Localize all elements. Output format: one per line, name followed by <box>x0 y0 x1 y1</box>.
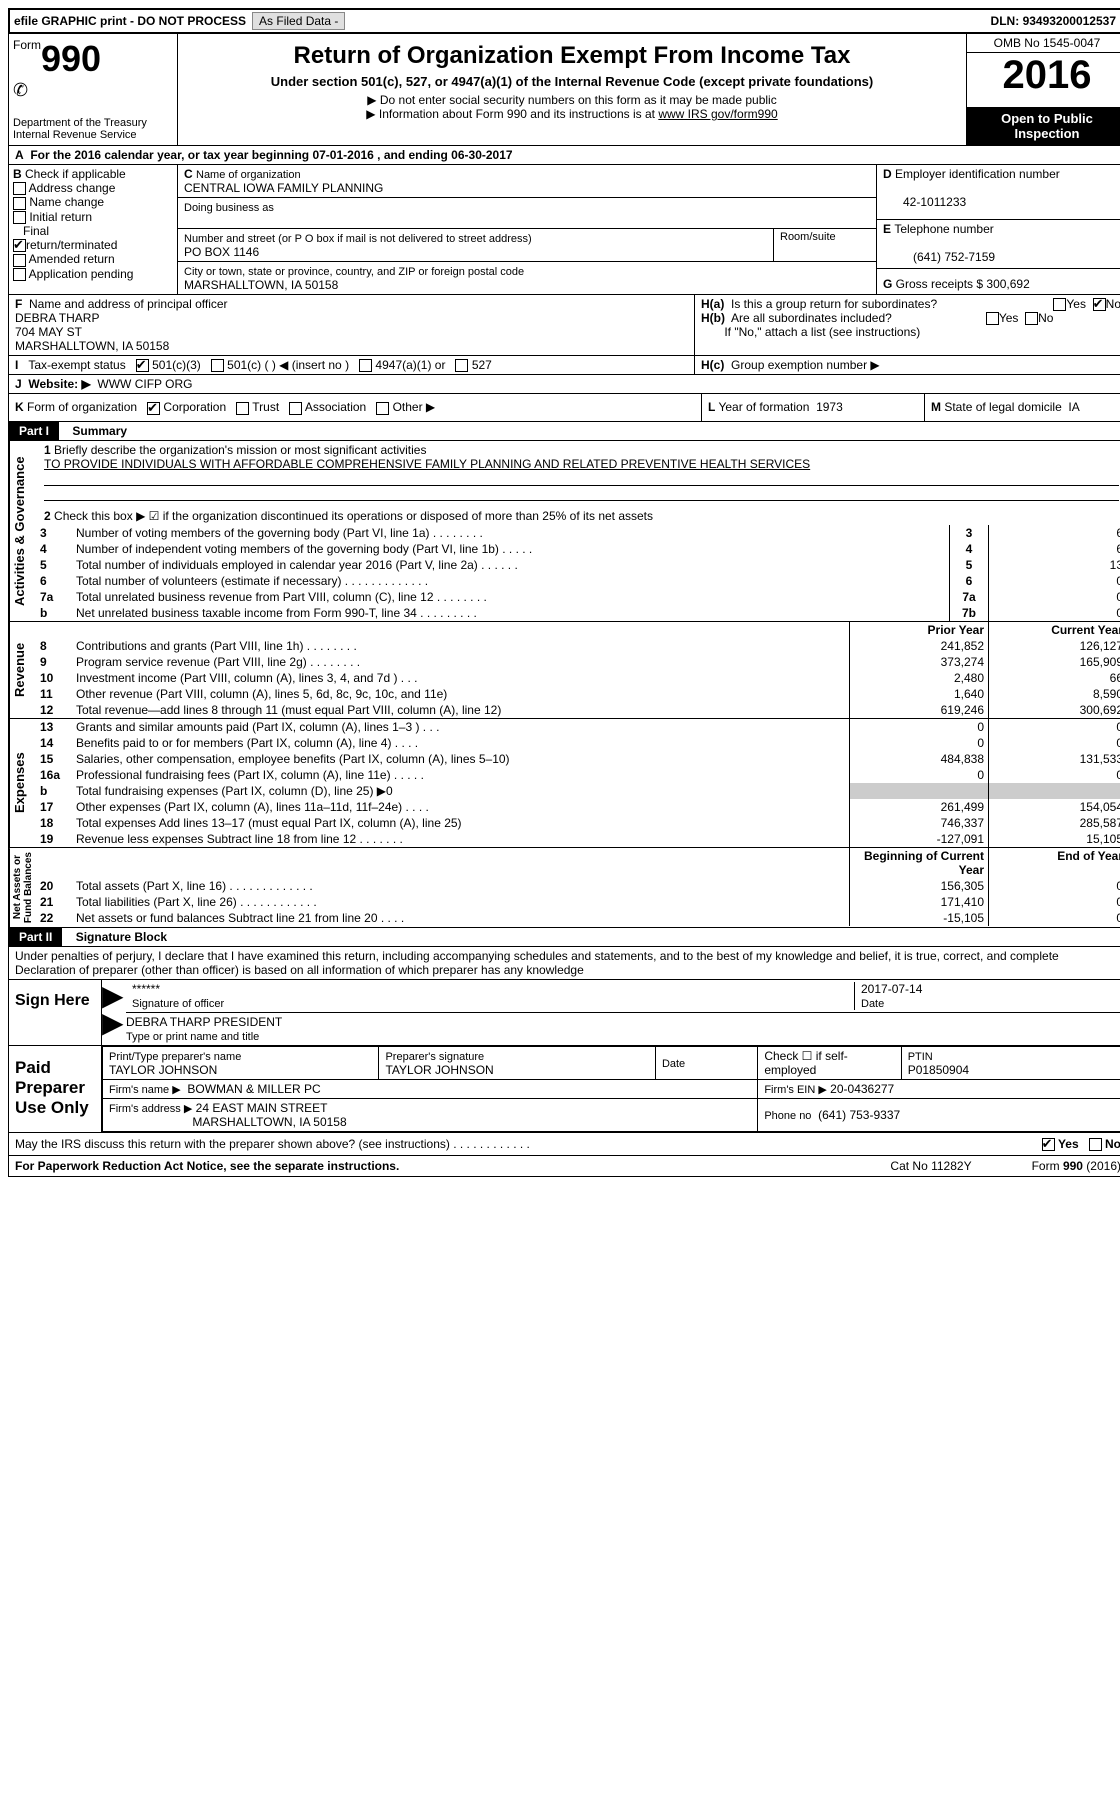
street: PO BOX 1146 <box>184 245 259 259</box>
section-c: C Name of organization CENTRAL IOWA FAMI… <box>178 165 876 294</box>
section-deg: D Employer identification number 42-1011… <box>876 165 1120 294</box>
paid-preparer-label: Paid Preparer Use Only <box>9 1046 102 1132</box>
vlabel-netassets: Net Assets orFund Balances <box>9 848 36 927</box>
k-corp[interactable] <box>147 402 160 415</box>
i-501c3[interactable] <box>136 359 149 372</box>
sig-date: 2017-07-14 <box>861 982 922 996</box>
telephone: (641) 752-7159 <box>883 250 995 264</box>
k-other[interactable] <box>376 402 389 415</box>
declaration: Under penalties of perjury, I declare th… <box>8 947 1120 980</box>
as-filed-button[interactable]: As Filed Data - <box>252 12 345 30</box>
page-footer: For Paperwork Reduction Act Notice, see … <box>8 1156 1120 1177</box>
dln: DLN: 93493200012537 <box>991 14 1116 28</box>
i-527[interactable] <box>455 359 468 372</box>
checkbox-amended[interactable] <box>13 254 26 267</box>
hb-yes[interactable] <box>986 312 999 325</box>
org-name: CENTRAL IOWA FAMILY PLANNING <box>184 181 383 195</box>
public-inspection-badge: Open to Public Inspection <box>967 107 1120 145</box>
website: WWW CIFP ORG <box>97 377 192 391</box>
section-b: B Check if applicable Address change Nam… <box>9 165 178 294</box>
checkbox-app-pending[interactable] <box>13 268 26 281</box>
top-bar: efile GRAPHIC print - DO NOT PROCESS As … <box>8 8 1120 34</box>
efile-text: efile GRAPHIC print - DO NOT PROCESS <box>14 14 246 28</box>
k-trust[interactable] <box>236 402 249 415</box>
vlabel-revenue: Revenue <box>9 622 36 718</box>
gross-receipts: 300,692 <box>986 277 1029 291</box>
section-f: F Name and address of principal officer … <box>9 295 695 355</box>
irs-link[interactable]: www IRS gov/form990 <box>658 107 777 121</box>
tax-year: 2016 <box>967 53 1120 107</box>
i-501c[interactable] <box>211 359 224 372</box>
vlabel-expenses: Expenses <box>9 719 36 847</box>
part-ii-header: Part II Signature Block <box>8 928 1120 947</box>
officer-name: DEBRA THARP PRESIDENT <box>126 1015 282 1029</box>
hb-no[interactable] <box>1025 312 1038 325</box>
discuss-row: May the IRS discuss this return with the… <box>8 1133 1120 1156</box>
part-i-header: Part I Summary <box>8 422 1120 441</box>
form-number: 990 <box>41 38 101 79</box>
page-title: Return of Organization Exempt From Incom… <box>186 42 958 70</box>
i-4947[interactable] <box>359 359 372 372</box>
ha-yes[interactable] <box>1053 298 1066 311</box>
ha-no[interactable] <box>1093 298 1106 311</box>
k-assoc[interactable] <box>289 402 302 415</box>
discuss-yes[interactable] <box>1042 1138 1055 1151</box>
vlabel-governance: Activities & Governance <box>9 441 36 621</box>
mission-text: TO PROVIDE INDIVIDUALS WITH AFFORDABLE C… <box>44 457 810 471</box>
section-i: I Tax-exempt status 501(c)(3) 501(c) ( )… <box>9 356 695 374</box>
city: MARSHALLTOWN, IA 50158 <box>184 278 338 292</box>
checkbox-address-change[interactable] <box>13 182 26 195</box>
discuss-no[interactable] <box>1089 1138 1102 1151</box>
checkbox-return-terminated[interactable] <box>13 239 26 252</box>
row-a: A For the 2016 calendar year, or tax yea… <box>8 146 1120 165</box>
section-h: H(a) Is this a group return for subordin… <box>695 295 1120 355</box>
sign-here-label: Sign Here <box>9 980 102 1045</box>
omb-number: OMB No 1545-0047 <box>967 34 1120 53</box>
section-k: K Form of organization Corporation Trust… <box>9 394 701 420</box>
checkbox-initial-return[interactable] <box>13 211 26 224</box>
form-header: Form990 ✆ Department of the Treasury Int… <box>8 34 1120 146</box>
checkbox-name-change[interactable] <box>13 197 26 210</box>
ein: 42-1011233 <box>883 195 966 209</box>
section-j: J Website: ▶ WWW CIFP ORG <box>8 375 1120 394</box>
